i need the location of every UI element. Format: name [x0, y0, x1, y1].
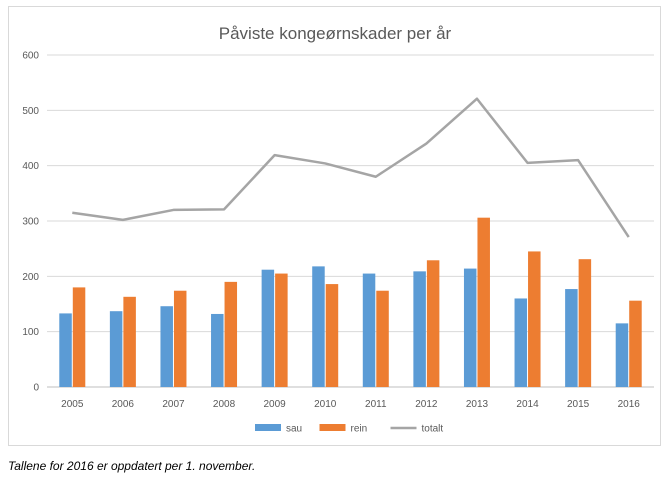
total-line	[72, 97, 630, 238]
bar-rein-2014	[528, 251, 541, 387]
bars	[59, 217, 642, 387]
x-tick-label: 2012	[415, 399, 438, 410]
bar-rein-2015	[578, 259, 592, 387]
legend-label-rein: rein	[351, 424, 368, 435]
legend-label-sau: sau	[286, 424, 302, 435]
bar-rein-2008	[224, 281, 238, 387]
bar-sau-2016	[615, 323, 629, 387]
x-tick-label: 2014	[516, 399, 539, 410]
bar-sau-2013	[463, 268, 477, 387]
x-tick-label: 2008	[213, 399, 236, 410]
bar-sau-2007	[160, 306, 173, 387]
legend-label-totalt: totalt	[422, 424, 444, 435]
bar-rein-2005	[72, 287, 86, 387]
bar-rein-2016	[629, 300, 642, 387]
legend: sau rein totalt	[255, 424, 443, 435]
y-tick-label: 600	[22, 51, 39, 62]
bar-rein-2007	[173, 290, 187, 387]
bar-sau-2015	[565, 289, 578, 387]
x-tick-label: 2016	[618, 399, 641, 410]
chart-caption: Tallene for 2016 er oppdatert per 1. nov…	[8, 459, 256, 473]
bar-rein-2006	[123, 296, 136, 387]
legend-swatch-rein	[319, 424, 346, 431]
bar-sau-2011	[362, 273, 376, 387]
y-tick-label: 200	[22, 272, 39, 283]
x-tick-label: 2010	[314, 399, 337, 410]
bar-sau-2005	[59, 313, 72, 387]
chart-frame: Påviste kongeørnskader per år 0 100 200 300…	[8, 6, 661, 446]
gridlines	[47, 54, 654, 388]
bar-sau-2010	[312, 266, 325, 387]
bar-sau-2006	[109, 311, 123, 387]
legend-swatch-sau	[255, 424, 281, 431]
y-tick-label: 400	[22, 161, 39, 172]
bar-sau-2008	[211, 313, 224, 387]
y-tick-label: 500	[22, 106, 39, 117]
x-tick-label: 2013	[466, 399, 489, 410]
bar-rein-2009	[275, 273, 288, 387]
x-tick-label: 2011	[365, 399, 387, 410]
bar-rein-2011	[376, 290, 389, 387]
y-axis-ticks: 0 100 200 300 400 500 600	[22, 51, 39, 394]
x-axis-ticks: 2005 2006 2007 2008 2009 2010 2011 2012 2013 2014…	[61, 399, 640, 410]
y-tick-label: 100	[22, 327, 39, 338]
chart-title: Påviste kongeørnskader per år	[219, 24, 452, 43]
chart-svg: Påviste kongeørnskader per år 0 100 200 300…	[22, 24, 654, 435]
x-tick-label: 2005	[61, 399, 84, 410]
bar-rein-2012	[426, 260, 440, 387]
y-tick-label: 300	[22, 217, 39, 228]
bar-sau-2014	[514, 298, 528, 387]
bar-rein-2013	[477, 217, 490, 387]
x-tick-label: 2007	[162, 399, 185, 410]
bar-rein-2010	[325, 284, 339, 387]
bar-sau-2012	[413, 271, 426, 387]
y-tick-label: 0	[33, 383, 39, 394]
x-tick-label: 2015	[567, 399, 590, 410]
x-tick-label: 2006	[112, 399, 135, 410]
bar-sau-2009	[261, 269, 275, 387]
line-totalt	[72, 97, 630, 238]
x-tick-label: 2009	[264, 399, 287, 410]
